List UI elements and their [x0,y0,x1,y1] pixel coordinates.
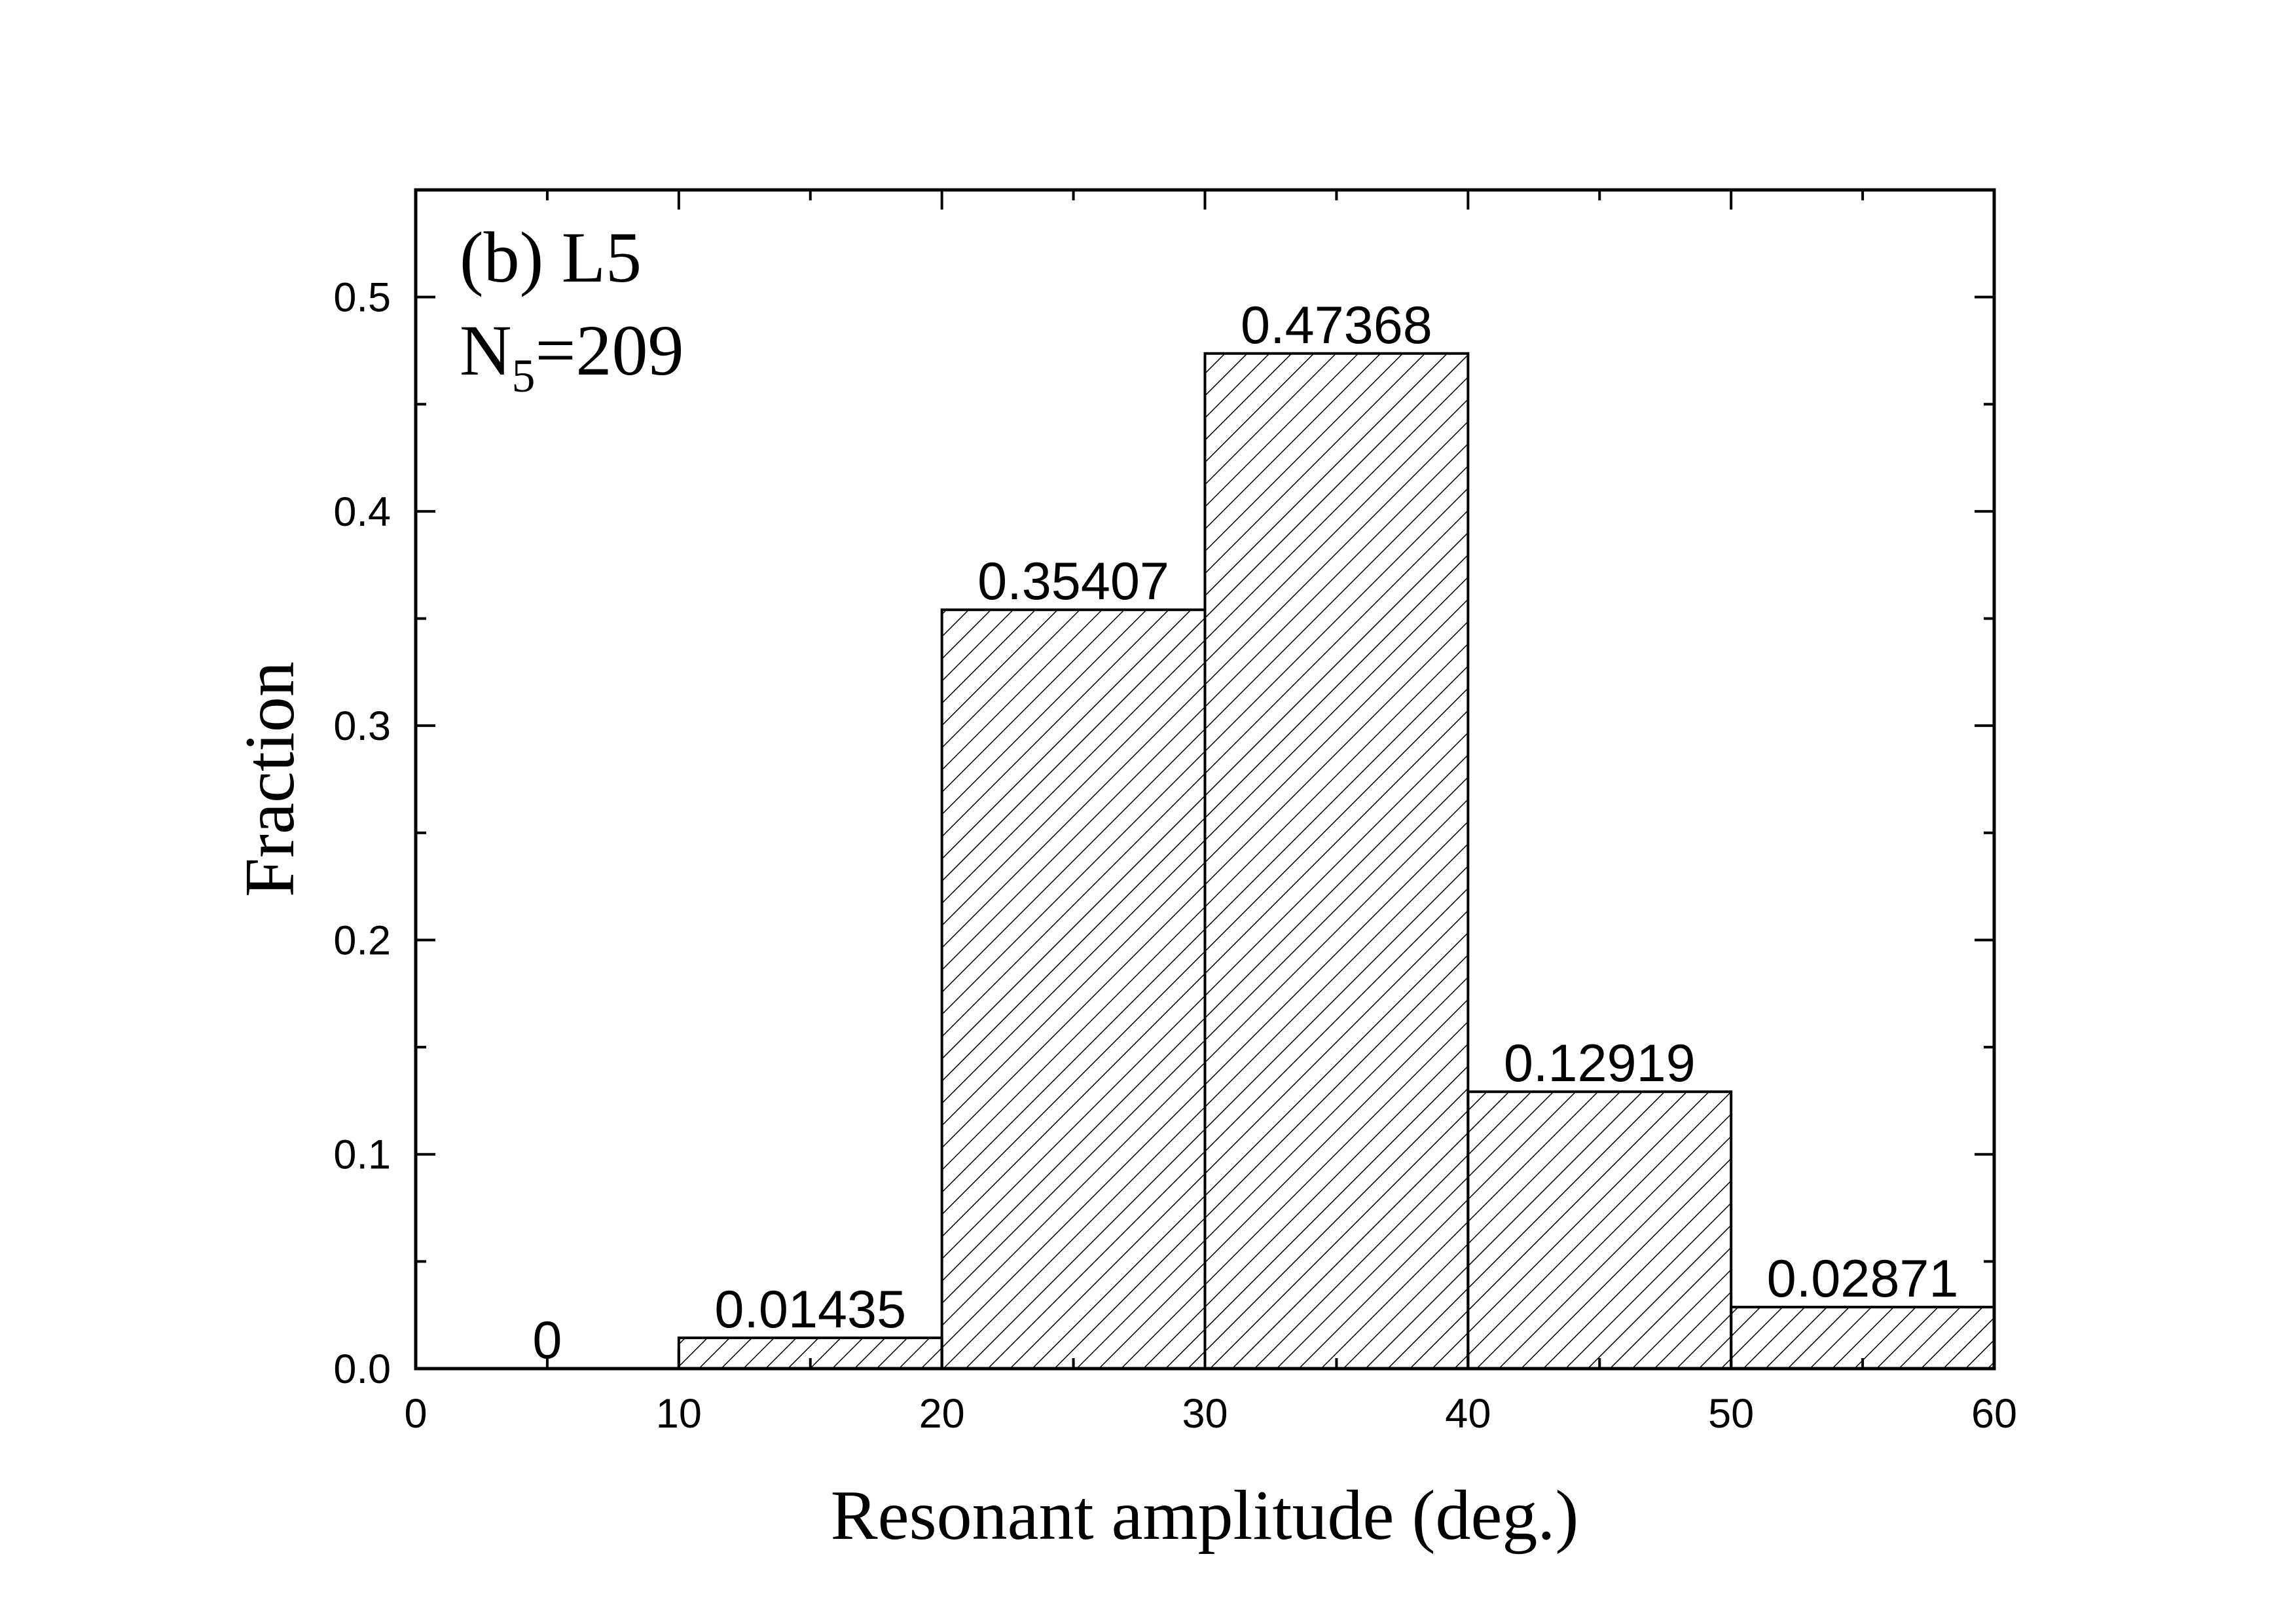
y-tick-label-0: 0.0 [333,1346,391,1392]
annotation-count: =209 [535,310,683,390]
y-tick-label-1: 0.1 [333,1132,391,1178]
bar-value-label-3: 0.47368 [1241,296,1432,355]
x-tick-label-4: 40 [1445,1391,1491,1437]
x-axis-title: Resonant amplitude (deg.) [831,1477,1579,1555]
histogram-bar-2 [940,608,1207,1370]
y-tick-label-3: 0.3 [333,703,391,749]
histogram-bar-4 [1467,1090,1733,1371]
x-tick-label-3: 30 [1182,1391,1228,1437]
tick-labels-layer: 0 10 20 30 40 50 60 0.0 0.1 0.2 0.3 0.4 0.5 [333,275,2017,1437]
ticks-layer [414,190,1995,1370]
x-tick-label-0: 0 [404,1391,427,1437]
x-tick-label-1: 10 [656,1391,702,1437]
x-tick-label-2: 20 [919,1391,965,1437]
bar-value-label-2: 0.35407 [977,552,1169,611]
x-tick-label-5: 50 [1708,1391,1754,1437]
y-tick-label-4: 0.4 [333,489,391,535]
y-axis-title: Fraction [231,661,309,897]
x-tick-label-6: 60 [1971,1391,2017,1437]
bar-value-label-4: 0.12919 [1504,1034,1696,1093]
y-tick-label-5: 0.5 [333,275,391,321]
panel-annotation: (b) L5 N5=209 [460,217,684,402]
annotation-n: N [460,310,511,390]
annotation-subscript: 5 [511,350,535,402]
y-tick-label-2: 0.2 [333,917,391,963]
bars-layer [677,352,1996,1371]
annotation-line1: (b) L5 [460,217,642,297]
histogram-bar-3 [1203,352,1470,1370]
bar-value-label-1: 0.01435 [714,1280,906,1339]
bar-value-label-5: 0.02871 [1767,1249,1959,1308]
annotation-line2: N5=209 [460,310,684,402]
